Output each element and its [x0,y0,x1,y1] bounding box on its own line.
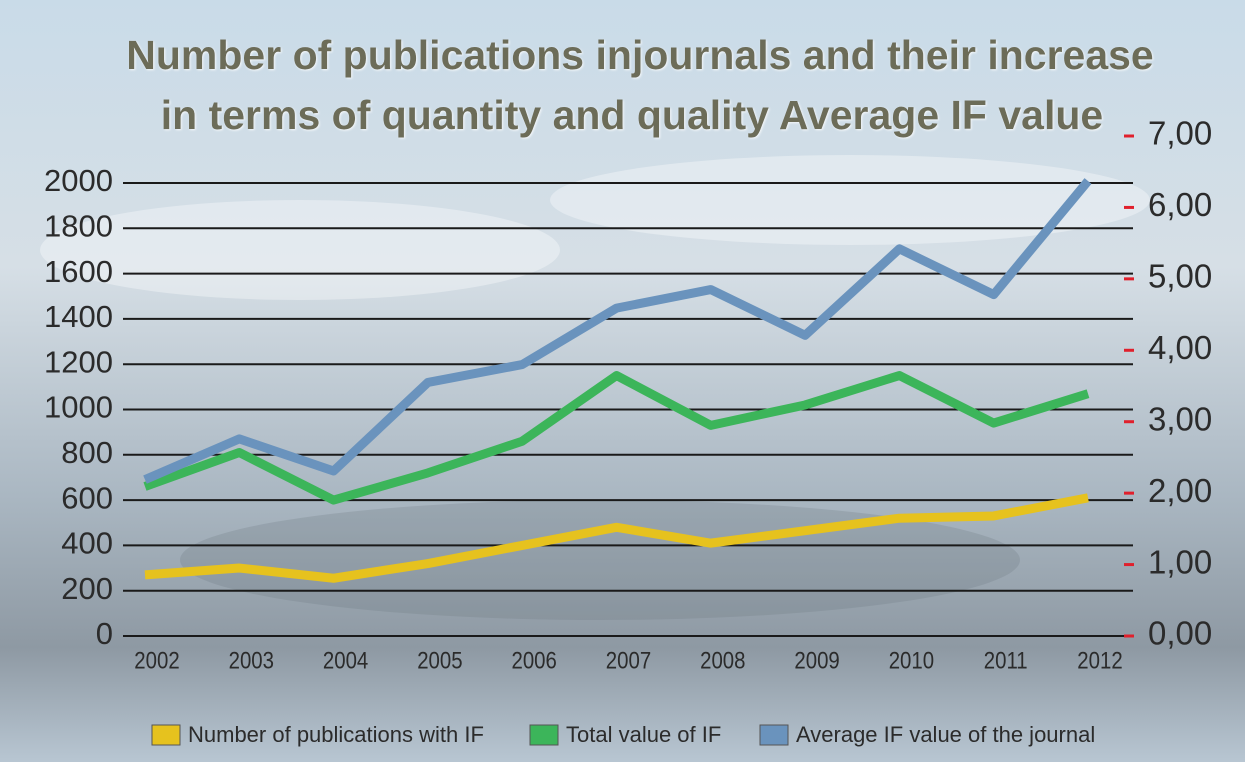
legend-swatch [529,724,559,746]
legend-swatch [759,724,789,746]
y-tick-label: 2000 [44,163,113,198]
y-tick-label: 1200 [44,344,113,379]
x-tick-label: 2005 [417,647,462,674]
cloud [40,200,560,300]
x-tick-label: 2004 [323,647,368,674]
y2-tick-label: 6,00 [1148,186,1212,223]
x-tick-label: 2009 [794,647,839,674]
x-tick-label: 2012 [1077,647,1122,674]
y-tick-label: 1600 [44,254,113,289]
y-tick-label: 1400 [44,299,113,334]
y2-tick-label: 2,00 [1148,472,1212,509]
x-tick-label: 2011 [984,647,1028,674]
x-tick-label: 2007 [606,647,651,674]
y2-tick-label: 3,00 [1148,400,1212,437]
x-tick-label: 2002 [134,647,179,674]
x-tick-label: 2003 [229,647,274,674]
legend-swatch [151,724,181,746]
y2-tick-label: 5,00 [1148,258,1212,295]
series-line [143,178,1092,484]
y-tick-label: 600 [61,480,113,515]
y2-tick-label: 4,00 [1148,329,1212,366]
y2-tick-label: 1,00 [1148,543,1212,580]
cloud [550,155,1150,245]
x-tick-label: 2006 [512,647,557,674]
y2-tick-label: 7,00 [1148,115,1212,152]
y-tick-label: 0 [96,616,113,651]
y-tick-label: 1800 [44,208,113,243]
chart-title: Number of publications injournals and th… [126,32,1153,78]
y2-tick-label: 0,00 [1148,615,1212,652]
y-tick-label: 800 [61,435,113,470]
chart-title: in terms of quantity and quality Average… [161,92,1103,138]
x-tick-label: 2010 [889,647,934,674]
series-line [143,371,1090,505]
legend-label: Total value of IF [566,722,721,747]
y-tick-label: 200 [61,571,113,606]
y-tick-label: 1000 [44,390,113,425]
series-line [144,493,1089,583]
y-tick-label: 400 [61,526,113,561]
legend-label: Number of publications with IF [188,722,484,747]
x-tick-label: 2008 [700,647,745,674]
legend-label: Average IF value of the journal [796,722,1095,747]
